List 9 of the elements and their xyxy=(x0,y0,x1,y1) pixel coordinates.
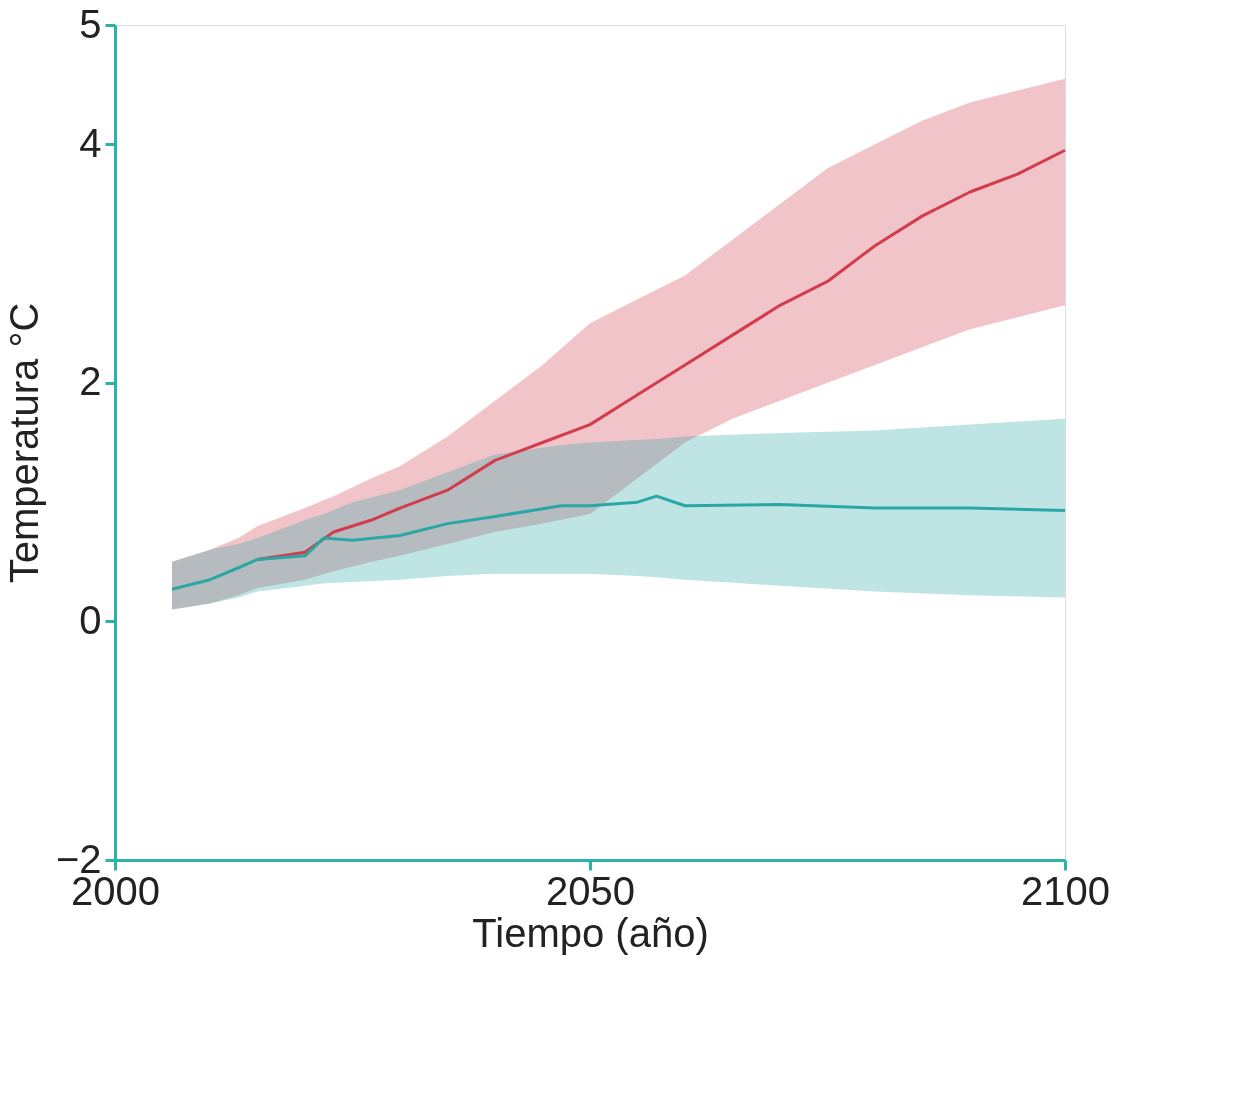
y-axis-title: Temperatura °C xyxy=(1,302,46,584)
x-tick-label: 2050 xyxy=(546,868,635,913)
x-axis-title: Tiempo (año) xyxy=(472,910,709,955)
y-tick-label: 4 xyxy=(79,120,102,165)
line-series xyxy=(170,494,1067,591)
y-tick-label: 2 xyxy=(79,359,102,404)
y-tick-label: 0 xyxy=(79,597,102,642)
x-tick-label: 2100 xyxy=(1021,868,1110,913)
y-tick-label: 5 xyxy=(79,1,102,46)
